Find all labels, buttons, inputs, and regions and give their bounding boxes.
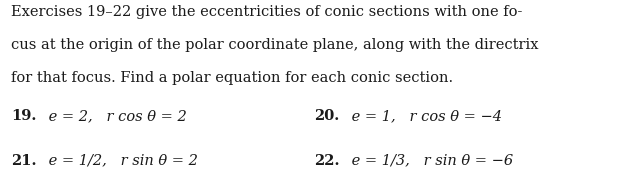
Text: 20.: 20. bbox=[314, 109, 339, 123]
Text: for that focus. Find a polar equation for each conic section.: for that focus. Find a polar equation fo… bbox=[11, 71, 453, 85]
Text: Exercises 19–22 give the eccentricities of conic sections with one fo-: Exercises 19–22 give the eccentricities … bbox=[11, 5, 522, 19]
Text: e = 1,   r cos θ = −4: e = 1, r cos θ = −4 bbox=[347, 109, 502, 123]
Text: 21.: 21. bbox=[11, 154, 37, 168]
Text: 22.: 22. bbox=[314, 154, 340, 168]
Text: 19.: 19. bbox=[11, 109, 36, 123]
Text: e = 2,   r cos θ = 2: e = 2, r cos θ = 2 bbox=[44, 109, 187, 123]
Text: e = 1/3,   r sin θ = −6: e = 1/3, r sin θ = −6 bbox=[347, 154, 513, 168]
Text: e = 1/2,   r sin θ = 2: e = 1/2, r sin θ = 2 bbox=[44, 154, 198, 168]
Text: cus at the origin of the polar coordinate plane, along with the directrix: cus at the origin of the polar coordinat… bbox=[11, 38, 539, 52]
